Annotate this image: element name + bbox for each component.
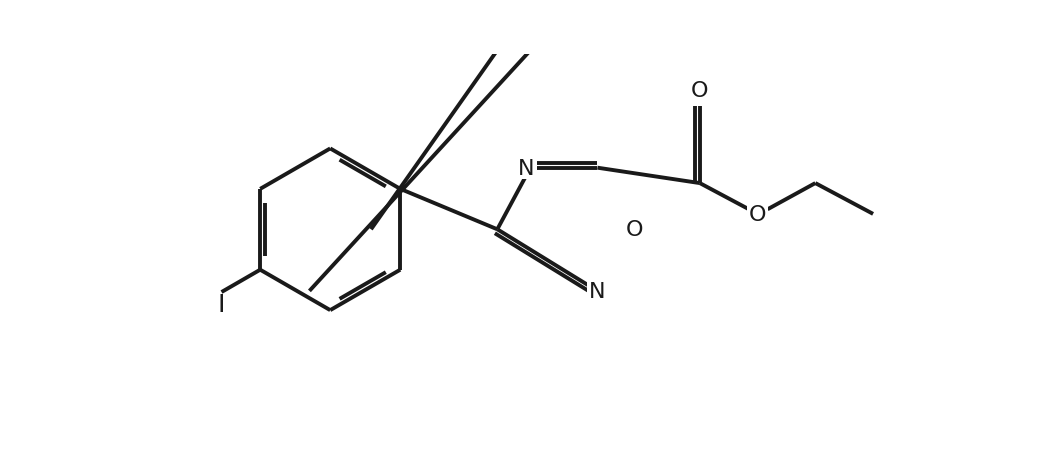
Text: O: O <box>626 220 643 240</box>
Text: O: O <box>691 81 709 101</box>
Text: I: I <box>217 293 226 316</box>
Text: N: N <box>519 158 534 178</box>
Text: N: N <box>589 281 606 301</box>
Text: O: O <box>749 204 766 224</box>
